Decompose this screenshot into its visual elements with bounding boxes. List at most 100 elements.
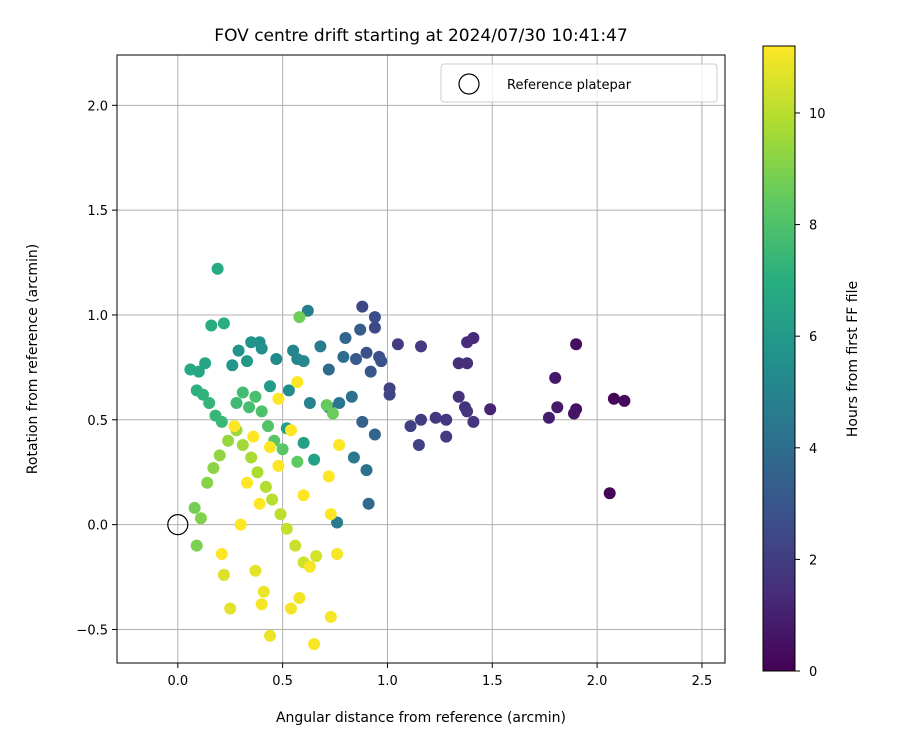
scatter-point (255, 598, 268, 611)
scatter-point (303, 397, 316, 409)
legend: Reference platepar (440, 63, 718, 103)
scatter-point (368, 311, 381, 324)
scatter-point (264, 629, 276, 642)
scatter-point (440, 413, 453, 426)
scatter-point (551, 401, 564, 414)
scatter-point (331, 548, 344, 560)
scatter-point (215, 548, 228, 560)
scatter-point (350, 353, 362, 365)
scatter-point (375, 355, 388, 368)
scatter-point (255, 405, 268, 418)
scatter-point (199, 357, 212, 370)
scatter-point (429, 411, 442, 424)
colorbar-tick-label: 2 (809, 553, 817, 568)
scatter-point (542, 411, 555, 424)
scatter-point (226, 359, 239, 372)
scatter-point (234, 518, 247, 531)
scatter-point (285, 424, 297, 437)
scatter-point (354, 323, 367, 336)
scatter-point (264, 441, 276, 454)
x-tick-label: 2.0 (587, 674, 608, 689)
scatter-point (245, 336, 258, 349)
scatter-point (368, 321, 381, 334)
scatter-point (461, 357, 474, 370)
scatter-point (360, 346, 373, 359)
scatter-point (259, 480, 272, 493)
scatter-point (404, 420, 417, 433)
scatter-point (310, 550, 323, 563)
scatter-point (232, 344, 245, 357)
scatter-point (251, 466, 264, 479)
scatter-point (314, 340, 327, 353)
scatter-point (241, 476, 253, 489)
y-tick-label: 0.5 (87, 414, 108, 429)
scatter-point (276, 443, 289, 456)
scatter-point (245, 451, 258, 464)
scatter-point (188, 501, 201, 514)
legend-box (440, 63, 718, 103)
scatter-point (345, 390, 358, 403)
reference-point-layer (167, 514, 189, 536)
y-axis-label: Rotation from reference (arcmin) (25, 244, 41, 474)
legend-label-reference: Reference platepar (507, 78, 632, 93)
scatter-point (264, 380, 276, 393)
scatter-point (308, 638, 321, 651)
scatter-point (415, 340, 427, 353)
scatter-point (356, 415, 369, 428)
scatter-point (213, 449, 226, 462)
scatter-point (215, 415, 228, 428)
scatter-point (301, 304, 314, 317)
scatter-point (322, 470, 335, 483)
scatter-point (291, 455, 304, 468)
scatter-point (383, 388, 396, 401)
y-tick-label: −0.5 (76, 623, 108, 638)
scatter-point (549, 371, 562, 384)
x-tick-label: 1.5 (482, 674, 503, 689)
scatter-point (452, 357, 465, 370)
colorbar: 0 2 4 6 8 10 (762, 45, 826, 680)
scatter-point (297, 355, 310, 368)
scatter-point (297, 489, 310, 502)
x-tick-label: 1.0 (377, 674, 398, 689)
scatter-point (222, 434, 235, 447)
scatter-point (412, 439, 425, 451)
y-axis: −0.5 0.0 0.5 1.0 1.5 2.0 (76, 99, 117, 638)
scatter-point (289, 539, 302, 552)
y-tick-label: 1.0 (87, 309, 108, 324)
scatter-point (320, 399, 333, 412)
scatter-point (241, 355, 253, 368)
scatter-point (280, 522, 293, 535)
y-tick-label: 2.0 (87, 99, 108, 114)
scatter-point (197, 388, 209, 401)
scatter-point (249, 564, 262, 577)
scatter-point (249, 390, 262, 403)
scatter-point (236, 386, 249, 399)
scatter-point (207, 462, 220, 474)
scatter-point (603, 487, 616, 500)
chart-title: FOV centre drift starting at 2024/07/30 … (214, 26, 627, 46)
scatter-point (391, 338, 404, 351)
scatter-point (282, 384, 295, 397)
scatter-point (461, 405, 474, 418)
colorbar-tick-label: 10 (809, 107, 826, 122)
scatter-point (452, 390, 465, 403)
scatter-point (285, 602, 297, 615)
x-tick-label: 2.5 (692, 674, 713, 689)
scatter-point (440, 430, 453, 443)
scatter-point (362, 497, 375, 510)
scatter-point (326, 407, 339, 420)
scatter-point (262, 420, 274, 433)
scatter-point (293, 311, 306, 324)
scatter-point (224, 602, 237, 615)
scatter-point (333, 397, 346, 409)
scatter-point (190, 539, 203, 552)
scatter-point (247, 430, 260, 443)
scatter-point (360, 464, 373, 477)
scatter-point (364, 365, 377, 378)
scatter-point (194, 512, 207, 525)
scatter-point (484, 403, 497, 416)
scatter-point (266, 493, 279, 506)
scatter-point (201, 476, 214, 489)
scatter-point (467, 415, 480, 428)
x-axis-label: Angular distance from reference (arcmin) (276, 710, 566, 726)
